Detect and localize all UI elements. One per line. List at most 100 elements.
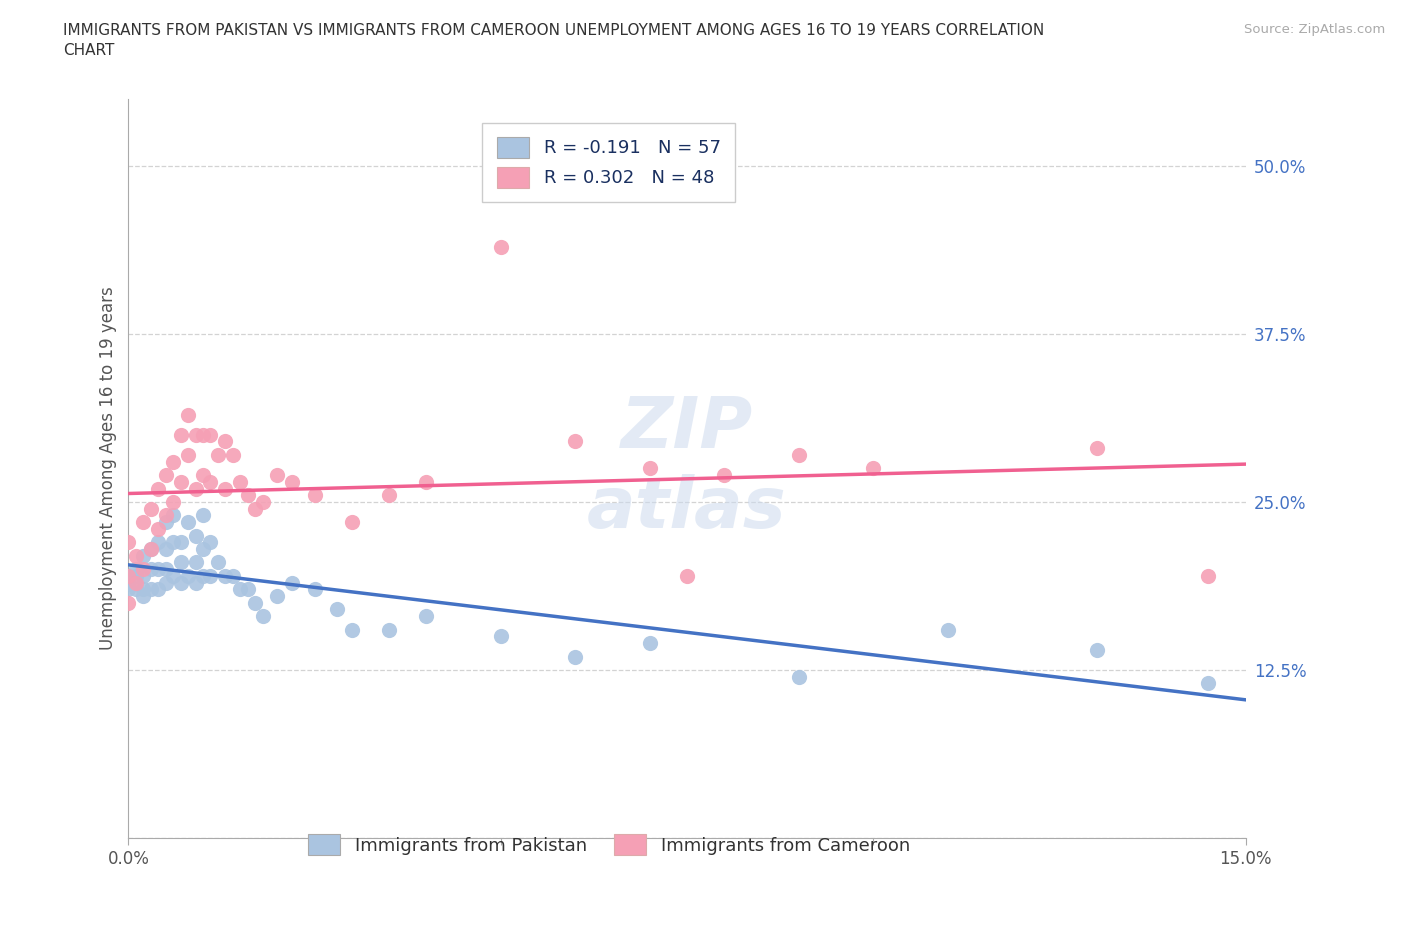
Point — [125, 582, 148, 597]
Point — [132, 589, 155, 604]
Point — [236, 582, 259, 597]
Point — [1085, 441, 1108, 456]
Point — [184, 555, 207, 570]
Point — [155, 468, 177, 483]
Point — [139, 562, 162, 577]
Point — [936, 622, 959, 637]
Point — [177, 407, 200, 422]
Point — [1197, 568, 1219, 583]
Point — [169, 427, 191, 442]
Text: ZIP
atlas: ZIP atlas — [588, 394, 787, 543]
Point — [132, 582, 155, 597]
Point — [378, 488, 401, 503]
Point — [266, 468, 288, 483]
Point — [200, 535, 222, 550]
Point — [1085, 643, 1108, 658]
Point — [139, 501, 162, 516]
Point — [713, 468, 735, 483]
Point — [148, 481, 170, 496]
Point — [281, 474, 304, 489]
Point — [184, 528, 207, 543]
Point — [117, 535, 139, 550]
Point — [243, 501, 266, 516]
Point — [162, 454, 184, 469]
Point — [191, 541, 214, 556]
Point — [638, 635, 661, 650]
Text: IMMIGRANTS FROM PAKISTAN VS IMMIGRANTS FROM CAMEROON UNEMPLOYMENT AMONG AGES 16 : IMMIGRANTS FROM PAKISTAN VS IMMIGRANTS F… — [63, 23, 1045, 58]
Point — [415, 609, 437, 624]
Legend: Immigrants from Pakistan, Immigrants from Cameroon: Immigrants from Pakistan, Immigrants fro… — [294, 820, 925, 870]
Point — [787, 447, 810, 462]
Point — [169, 555, 191, 570]
Point — [214, 434, 236, 449]
Point — [117, 575, 139, 590]
Point — [117, 568, 139, 583]
Point — [304, 488, 326, 503]
Point — [155, 575, 177, 590]
Point — [489, 629, 512, 644]
Point — [214, 568, 236, 583]
Point — [162, 495, 184, 510]
Point — [155, 541, 177, 556]
Point — [155, 514, 177, 529]
Point — [191, 508, 214, 523]
Point — [1197, 676, 1219, 691]
Point — [117, 582, 139, 597]
Point — [200, 568, 222, 583]
Point — [125, 549, 148, 564]
Point — [214, 481, 236, 496]
Y-axis label: Unemployment Among Ages 16 to 19 years: Unemployment Among Ages 16 to 19 years — [100, 286, 117, 650]
Point — [229, 582, 252, 597]
Point — [252, 495, 274, 510]
Point — [638, 461, 661, 476]
Point — [125, 562, 148, 577]
Point — [117, 595, 139, 610]
Point — [132, 568, 155, 583]
Point — [304, 582, 326, 597]
Point — [148, 522, 170, 537]
Point — [200, 427, 222, 442]
Point — [378, 622, 401, 637]
Point — [236, 488, 259, 503]
Point — [340, 514, 363, 529]
Point — [169, 575, 191, 590]
Point — [125, 575, 148, 590]
Point — [191, 568, 214, 583]
Point — [676, 568, 699, 583]
Point — [125, 568, 148, 583]
Point — [184, 427, 207, 442]
Point — [489, 239, 512, 254]
Point — [148, 582, 170, 597]
Point — [169, 474, 191, 489]
Point — [162, 508, 184, 523]
Point — [564, 649, 586, 664]
Point — [177, 447, 200, 462]
Point — [132, 549, 155, 564]
Point — [177, 514, 200, 529]
Point — [132, 514, 155, 529]
Point — [207, 447, 229, 462]
Point — [191, 427, 214, 442]
Point — [184, 481, 207, 496]
Point — [148, 535, 170, 550]
Point — [184, 575, 207, 590]
Point — [207, 555, 229, 570]
Point — [132, 562, 155, 577]
Text: Source: ZipAtlas.com: Source: ZipAtlas.com — [1244, 23, 1385, 36]
Point — [281, 575, 304, 590]
Point — [191, 468, 214, 483]
Point — [155, 562, 177, 577]
Point — [162, 568, 184, 583]
Point — [222, 447, 245, 462]
Point — [117, 568, 139, 583]
Point — [139, 541, 162, 556]
Point — [162, 535, 184, 550]
Point — [252, 609, 274, 624]
Point — [862, 461, 884, 476]
Point — [229, 474, 252, 489]
Point — [340, 622, 363, 637]
Point — [564, 434, 586, 449]
Point — [415, 474, 437, 489]
Point — [169, 535, 191, 550]
Point — [139, 541, 162, 556]
